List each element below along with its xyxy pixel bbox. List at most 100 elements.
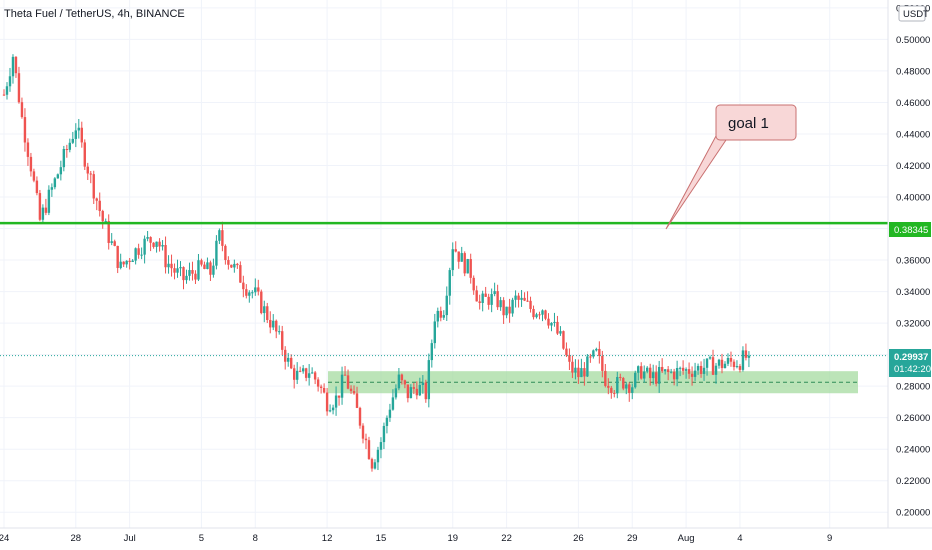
price-axis[interactable]: 0.520000.500000.480000.460000.440000.420… [896,3,930,518]
candle-body [535,314,538,318]
candle-body [693,370,697,377]
candle-body [50,187,54,190]
candle-body [215,240,218,266]
candle-body [640,366,643,379]
candle-body [388,409,392,418]
candle-body [230,264,233,268]
price-tick-label: 0.20000 [896,508,930,519]
candle-body [310,372,314,374]
candle-body [391,397,395,410]
candle-body [711,357,715,375]
candle-body [74,130,77,139]
candle-body [355,393,359,408]
candle-body [304,368,308,378]
candle-body [532,308,535,318]
candle-body [173,268,176,273]
price-tick-label: 0.36000 [896,256,930,267]
price-tick-label: 0.50000 [896,35,930,46]
candle-body [134,248,137,261]
candle-body [454,249,457,252]
candle-body [131,260,134,263]
price-tick-label: 0.42000 [896,161,930,172]
candle-body [89,173,92,175]
candle-body [493,291,496,295]
candle-body [406,384,410,399]
candle-body [254,287,257,293]
candle-body [349,388,353,392]
candle-body [107,221,110,243]
candle-body [607,385,610,388]
time-tick-label: Jul [124,533,136,544]
candle-body [379,442,383,450]
candle-body [538,314,541,316]
candle-body [553,321,556,323]
candle-body [490,294,493,305]
currency-badge[interactable]: USDT [898,5,929,22]
candle-body [433,321,436,344]
candle-body [544,310,547,319]
candle-body [35,180,39,194]
candle-body [601,355,604,371]
goal-callout[interactable]: goal 1 [665,104,797,230]
candle-body [520,297,523,300]
candle-body [430,343,434,361]
candle-body [589,356,592,358]
candle-body [110,241,113,243]
candle-body [77,127,80,131]
candle-body [424,382,428,400]
candle-body [14,56,18,74]
candle-body [38,193,42,220]
candle-body [352,391,356,394]
time-tick-label: 8 [253,533,258,544]
callout-box [715,104,797,141]
candle-body [400,374,404,381]
time-axis[interactable]: 24 28 Jul 5 8 12 15 19 22 26 29 Aug 4 9 [0,533,832,544]
candle-body [625,384,628,389]
candle-body [699,365,703,374]
support-zone[interactable] [328,371,858,394]
price-tick-label: 0.28000 [896,382,930,393]
candle-body [514,295,517,300]
candle-body [155,241,158,247]
candle-body [412,387,416,389]
candle-body [65,149,69,151]
candle-body [358,407,362,426]
time-tick-label: 5 [199,533,204,544]
candle-body [720,359,724,369]
candle-body [547,318,550,326]
time-tick-label: 9 [827,533,832,544]
candle-body [20,102,24,118]
candle-body [672,371,676,380]
candle-body [32,171,36,181]
candle-body [364,438,368,441]
candle-body [696,365,700,371]
candle-body [643,371,646,379]
candle-body [83,142,86,167]
candle-body [182,267,185,281]
candle-body [278,331,281,333]
candle-body [227,260,230,265]
candle-body [26,142,30,157]
candle-body [421,382,425,385]
candle-body [463,253,466,274]
time-tick-label: 4 [737,533,742,544]
candle-body [457,251,460,262]
candle-body [595,348,598,351]
candle-body [29,156,33,172]
candle-body [478,301,481,303]
time-tick-label: 26 [573,533,584,544]
candle-body [684,369,688,371]
candle-body [675,368,679,380]
candle-body [17,73,21,103]
price-tick-label: 0.40000 [896,193,930,204]
candle-body [176,268,179,273]
candle-body [610,387,613,393]
candle-body [741,350,745,370]
candle-body [170,263,173,269]
svg-text:01:42:20: 01:42:20 [894,364,931,375]
candle-body [397,374,401,389]
candle-body [221,230,224,246]
candle-body [116,245,119,268]
candle-body [418,384,422,396]
